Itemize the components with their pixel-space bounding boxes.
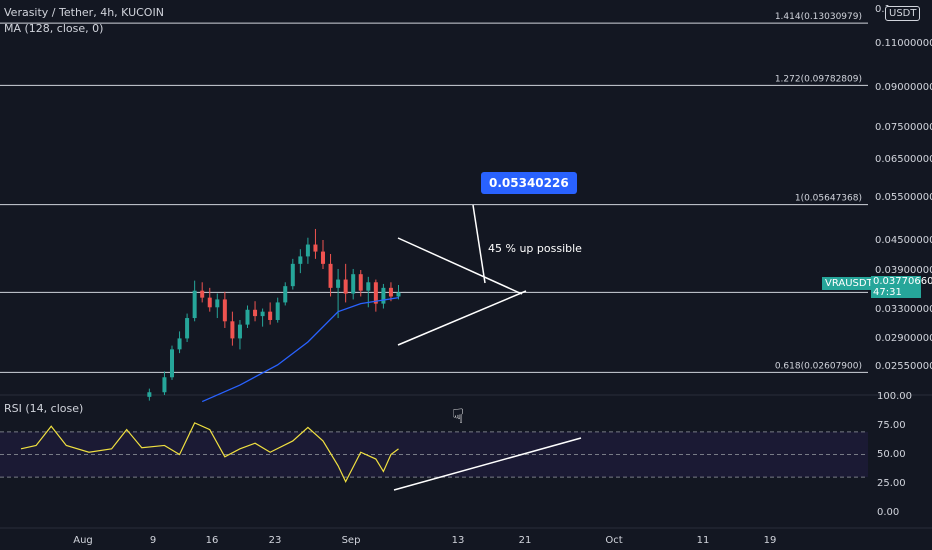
price-tick-label: 0.06500000 [875, 154, 932, 165]
candle-body [313, 244, 318, 252]
candle-body [343, 279, 348, 294]
candle-body [388, 287, 393, 297]
ma-legend: MA (128, close, 0) [4, 22, 104, 35]
time-tick-label: 23 [269, 535, 282, 546]
candle-body [328, 263, 333, 288]
candle-body [170, 349, 174, 378]
candle-body [358, 274, 363, 291]
rsi-line [20, 422, 399, 483]
candle-body [200, 290, 205, 298]
candle-body [298, 256, 303, 264]
price-tick-label: 0.1 [875, 4, 891, 15]
ma-polyline [201, 297, 399, 403]
annotation-note: 45 % up possible [488, 242, 582, 255]
candle-body [185, 318, 190, 339]
time-tick-label: 9 [150, 535, 156, 546]
rsi-tick-label: 75.00 [877, 420, 906, 431]
price-tick-label: 0.03300000 [875, 304, 932, 315]
time-tick-label: 13 [452, 535, 465, 546]
current-price: 0.03770660 [873, 276, 932, 287]
rsi-tick-label: 0.00 [877, 507, 899, 518]
fib-level-label: 1.414(0.13030979) [775, 12, 862, 22]
candle-body [268, 311, 273, 320]
triangle-upper-line[interactable] [397, 237, 523, 295]
rsi-tick-label: 25.00 [877, 478, 906, 489]
rsi-legend: RSI (14, close) [4, 402, 84, 415]
candle-body [147, 392, 152, 397]
candle-body [237, 324, 242, 339]
candle-body [162, 377, 167, 393]
candle-body [215, 299, 220, 308]
rsi-axis[interactable]: 100.00 75.00 50.00 25.00 0.00 [877, 391, 912, 518]
candle-body [192, 290, 197, 319]
price-tick-label: 0.11000000 [875, 38, 932, 49]
candle-body [222, 299, 227, 322]
current-price-tag: 0.03770660 47:31 [871, 276, 932, 298]
rsi-polyline [20, 422, 399, 483]
candle-body [253, 309, 258, 317]
candle-body [275, 302, 280, 320]
price-axis[interactable]: 0.1 0.11000000 0.09000000 0.07500000 0.06500… [875, 4, 932, 372]
fib-levels: 1.414(0.13030979) 1.272(0.09782809) 1(0.05… [0, 12, 868, 373]
drawings[interactable]: ☟ 45 % up possible [393, 204, 582, 491]
symbol-tag: VRAUSDT [822, 277, 876, 290]
price-tick-label: 0.02550000 [875, 361, 932, 372]
candle-body [305, 244, 310, 257]
rsi-tick-label: 50.00 [877, 449, 906, 460]
candle-body [230, 321, 235, 339]
rsi-trendline[interactable] [393, 437, 582, 491]
time-tick-label: 19 [764, 535, 777, 546]
target-arrow-line[interactable] [472, 204, 486, 284]
candle-body [260, 311, 265, 317]
candle-body [373, 282, 378, 304]
time-tick-label: 11 [697, 535, 710, 546]
ma-line [201, 297, 399, 403]
candles [147, 228, 401, 401]
time-tick-label: 21 [519, 535, 532, 546]
price-tick-label: 0.04500000 [875, 235, 932, 246]
chart-title: Verasity / Tether, 4h, KUCOIN [4, 6, 164, 19]
price-tick-label: 0.09000000 [875, 82, 932, 93]
candle-body [351, 274, 356, 294]
price-tick-label: 0.03900000 [875, 265, 932, 276]
hand-pointer-icon: ☟ [452, 404, 464, 428]
candle-body [245, 309, 250, 325]
currency-selector[interactable]: USDT [885, 6, 921, 21]
candle-body [207, 297, 212, 308]
time-tick-label: Oct [605, 535, 622, 546]
fib-level-label: 1.272(0.09782809) [775, 74, 862, 84]
price-tick-label: 0.05500000 [875, 192, 932, 203]
candle-body [177, 338, 182, 350]
rsi-tick-label: 100.00 [877, 391, 912, 402]
candle-body [283, 286, 288, 303]
candle-body [336, 279, 341, 288]
candle-body [366, 282, 371, 291]
fib-level-label: 0.618(0.02607900) [775, 361, 862, 371]
fib-level-label: 1(0.05647368) [795, 194, 862, 204]
target-price-callout[interactable]: 0.05340226 [481, 172, 577, 194]
candle-countdown: 47:31 [873, 287, 902, 298]
rsi-band [0, 394, 932, 529]
price-tick-label: 0.07500000 [875, 122, 932, 133]
candle-body [321, 251, 325, 264]
candle-body [290, 263, 295, 287]
price-tick-label: 0.02900000 [875, 333, 932, 344]
time-axis[interactable]: Aug 9 16 23 Sep 13 21 Oct 11 19 [73, 535, 776, 546]
triangle-lower-line[interactable] [397, 290, 527, 346]
candle-body [396, 292, 401, 297]
time-tick-label: Sep [342, 535, 361, 546]
candle-body [381, 287, 386, 304]
time-tick-label: Aug [73, 535, 93, 546]
time-tick-label: 16 [206, 535, 219, 546]
